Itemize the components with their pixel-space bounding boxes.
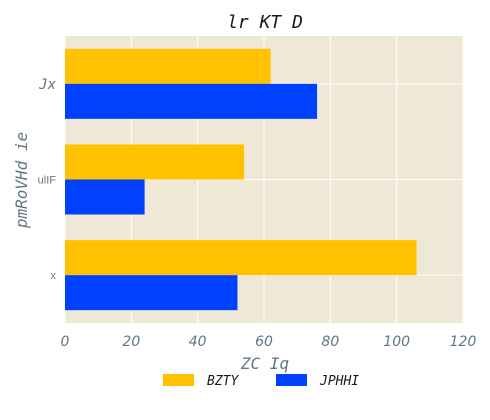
bars	[65, 48, 417, 311]
bar-jphhi-1	[65, 179, 145, 215]
legend: BZTY JPHHI	[163, 374, 359, 389]
x-tick-100: 100	[383, 334, 410, 350]
x-tick-80: 80	[321, 334, 339, 350]
x-tick-labels: 0 20 40 60 80 100 120	[61, 334, 477, 350]
y-tick-2: x	[51, 270, 57, 282]
legend-swatch-jphhi	[276, 374, 307, 386]
y-tick-1: ulIF	[38, 175, 57, 187]
bar-bzty-1	[65, 144, 245, 180]
bar-bzty-2	[65, 240, 417, 276]
bar-jphhi-0	[65, 83, 318, 119]
y-tick-0: Jx	[38, 77, 56, 93]
bar-jphhi-2	[65, 275, 238, 311]
chart-title: lr KT D	[227, 12, 303, 33]
bar-bzty-0	[65, 48, 271, 84]
x-tick-120: 120	[450, 334, 477, 350]
x-tick-0: 0	[61, 334, 70, 350]
x-tick-40: 40	[189, 334, 207, 350]
legend-label-bzty: BZTY	[207, 374, 239, 389]
y-axis-label: pmRoVHd ie	[12, 132, 31, 229]
x-tick-60: 60	[255, 334, 273, 350]
x-axis-label: ZC Iq	[240, 354, 289, 373]
legend-label-jphhi: JPHHI	[319, 374, 359, 389]
x-tick-20: 20	[122, 334, 140, 350]
legend-swatch-bzty	[163, 374, 194, 386]
y-tick-labels: Jx ulIF x	[38, 77, 57, 282]
